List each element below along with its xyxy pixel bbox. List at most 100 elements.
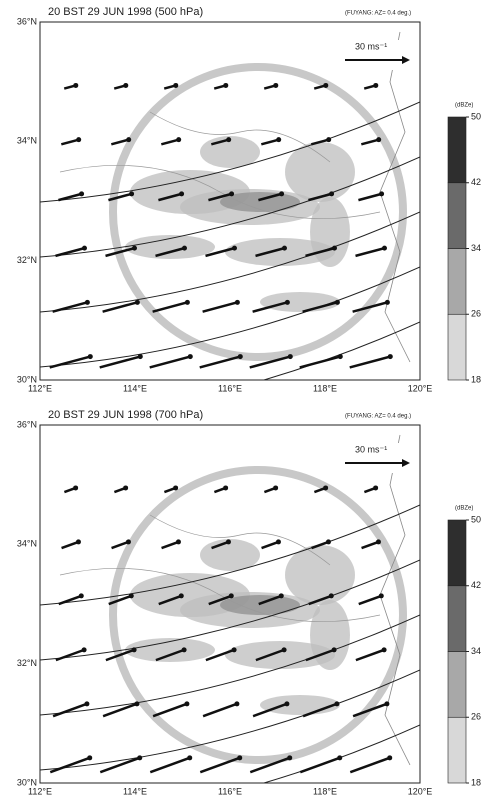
map-panel: 20 BST 29 JUN 1998 (700 hPa) (FUYANG: AZ=… [17, 409, 481, 798]
wind-head [123, 83, 128, 88]
wind-head [132, 246, 137, 251]
wind-head [276, 137, 281, 142]
wind-head [235, 300, 240, 305]
colorbar-tick-label: 18 [471, 777, 481, 787]
wind-head [287, 755, 292, 760]
wind-head [282, 647, 287, 652]
lat-label: 34°N [17, 136, 37, 146]
wind-head [376, 137, 381, 142]
wind-head [232, 647, 237, 652]
wind-head [332, 246, 337, 251]
wind-head [126, 137, 131, 142]
wind-head [79, 191, 84, 196]
wind-head [326, 137, 331, 142]
wind-head [129, 593, 134, 598]
echo [260, 695, 340, 715]
lon-label: 116°E [218, 383, 242, 393]
wind-head [85, 300, 90, 305]
wind-head [82, 246, 87, 251]
colorbar-label: (dBZe) [455, 103, 473, 109]
wind-head [282, 246, 287, 251]
wind-head [76, 539, 81, 544]
wind-head [338, 354, 343, 359]
wind-head [373, 485, 378, 490]
wind-head [229, 593, 234, 598]
lon-label: 112°E [28, 383, 52, 393]
wind-head [179, 191, 184, 196]
colorbar-segment [448, 652, 466, 718]
wind-head [135, 300, 140, 305]
wind-head [288, 354, 293, 359]
wind-head [223, 485, 228, 490]
wind-head [279, 191, 284, 196]
colorbar-tick-label: 50 [471, 111, 481, 121]
lon-label: 116°E [218, 786, 242, 796]
lon-label: 118°E [313, 786, 337, 796]
wind-head [232, 246, 237, 251]
wind-head [379, 191, 384, 196]
wind-head [382, 246, 387, 251]
wind-head [73, 485, 78, 490]
lat-label: 32°N [17, 255, 37, 265]
wind-head [329, 191, 334, 196]
wind-head [137, 755, 142, 760]
wind-head [237, 755, 242, 760]
wind-head [323, 485, 328, 490]
colorbar-segment [448, 717, 466, 783]
colorbar-tick-label: 26 [471, 712, 481, 722]
wind-head [182, 246, 187, 251]
wind-head [385, 300, 390, 305]
wind-head [88, 354, 93, 359]
colorbar-tick-label: 42 [471, 580, 481, 590]
panel-subtitle: (FUYANG: AZ= 0.4 deg.) [345, 414, 411, 420]
wind-head [223, 83, 228, 88]
wind-head [138, 354, 143, 359]
colorbar-tick-label: 34 [471, 243, 481, 253]
wind-head [132, 647, 137, 652]
colorbar-tick-label: 42 [471, 177, 481, 187]
lat-label: 32°N [17, 658, 37, 668]
colorbar-tick-label: 26 [471, 309, 481, 319]
colorbar-segment [448, 586, 466, 652]
wind-head [229, 191, 234, 196]
wind-head [182, 647, 187, 652]
wind-head [73, 83, 78, 88]
wind-head [134, 701, 139, 706]
colorbar-label: (dBZe) [455, 506, 473, 512]
wind-head [379, 593, 384, 598]
wind-head [284, 701, 289, 706]
lat-label: 36°N [17, 16, 37, 26]
wind-head [188, 354, 193, 359]
wind-head [129, 191, 134, 196]
wind-head [234, 701, 239, 706]
wind-head [226, 539, 231, 544]
wind-head [329, 593, 334, 598]
colorbar-segment [448, 183, 466, 249]
wind-head [82, 647, 87, 652]
wind-head [123, 485, 128, 490]
wind-head [373, 83, 378, 88]
wind-head [84, 701, 89, 706]
lon-label: 120°E [408, 786, 433, 796]
wind-head [332, 647, 337, 652]
colorbar-tick-label: 18 [471, 374, 481, 384]
wind-head [285, 300, 290, 305]
panel-subtitle: (FUYANG: AZ= 0.4 deg.) [345, 11, 411, 17]
lon-label: 114°E [123, 786, 147, 796]
wind-head [276, 539, 281, 544]
colorbar-segment [448, 249, 466, 315]
lon-label: 120°E [408, 383, 433, 393]
lon-label: 118°E [313, 383, 337, 393]
wind-head [279, 593, 284, 598]
wind-head [87, 755, 92, 760]
wind-head [187, 755, 192, 760]
wind-head [76, 137, 81, 142]
wind-head [335, 300, 340, 305]
wind-head [384, 701, 389, 706]
echo [310, 197, 350, 267]
panel-title: 20 BST 29 JUN 1998 (500 hPa) [48, 6, 203, 18]
wind-head [387, 755, 392, 760]
panel-title: 20 BST 29 JUN 1998 (700 hPa) [48, 409, 203, 421]
echo [310, 600, 350, 670]
wind-head [176, 137, 181, 142]
